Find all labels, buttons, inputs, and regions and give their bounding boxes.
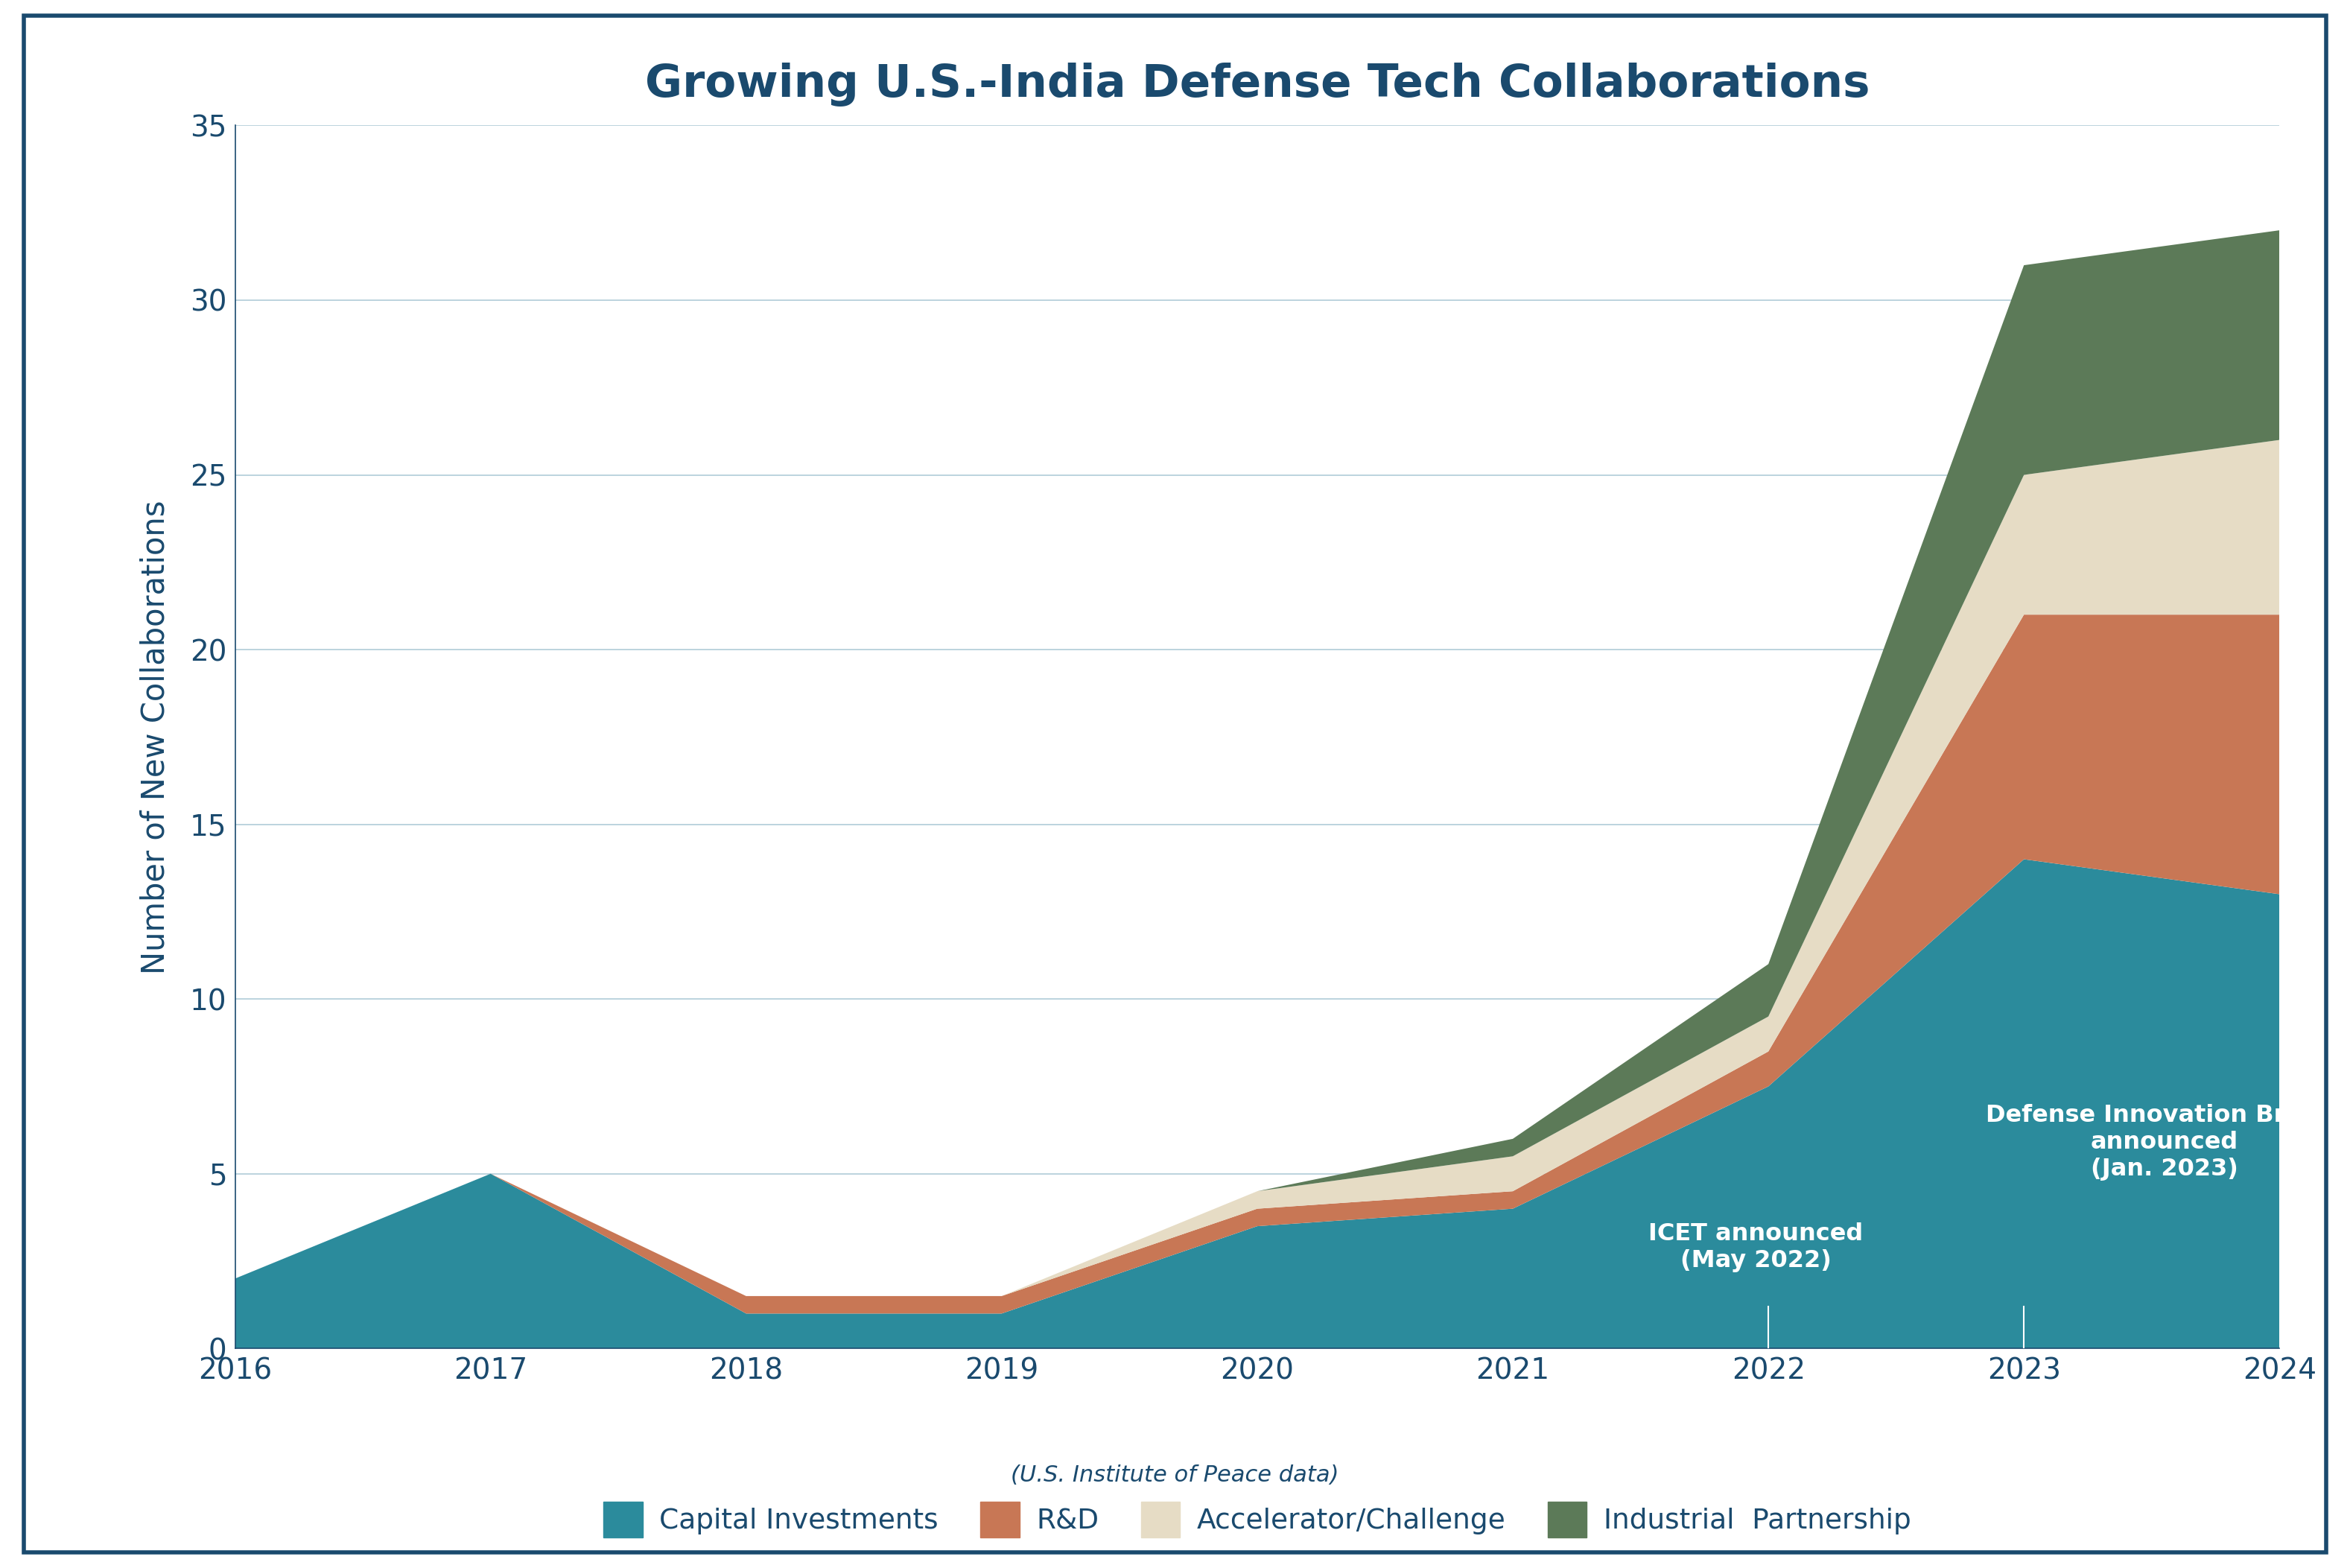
Text: ICET announced
(May 2022): ICET announced (May 2022) — [1647, 1223, 1864, 1273]
Text: Defense Innovation Bridge
announced
(Jan. 2023): Defense Innovation Bridge announced (Jan… — [1986, 1104, 2343, 1181]
Y-axis label: Number of New Collaborations: Number of New Collaborations — [141, 500, 172, 974]
Text: (U.S. Institute of Peace data): (U.S. Institute of Peace data) — [1011, 1465, 1340, 1486]
Title: Growing U.S.-India Defense Tech Collaborations: Growing U.S.-India Defense Tech Collabor… — [644, 63, 1871, 107]
Legend: Capital Investments, R&D, Accelerator/Challenge, Industrial  Partnership: Capital Investments, R&D, Accelerator/Ch… — [592, 1490, 1922, 1549]
